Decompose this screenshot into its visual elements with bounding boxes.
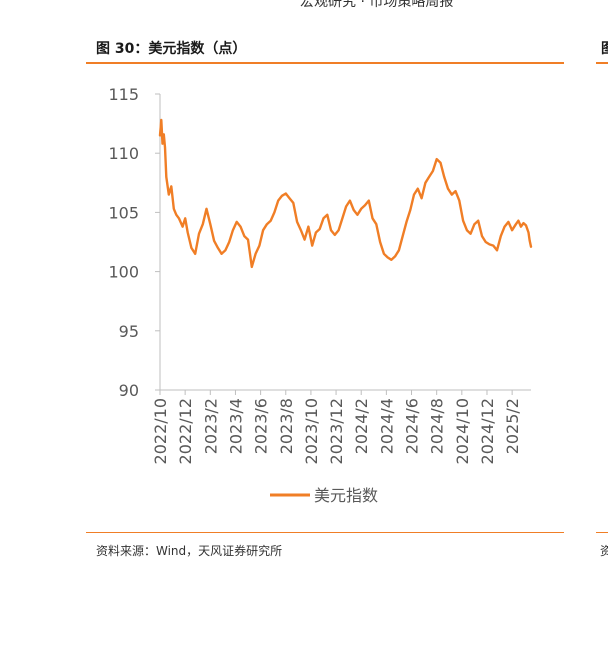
y-tick-label: 90 [119,381,139,400]
legend: 美元指数 [270,486,378,505]
series-group [158,118,533,269]
x-tick-label: 2023/4 [226,398,245,454]
next-source-fragment: 资 [600,544,608,558]
x-tick-label: 2023/6 [252,398,271,454]
source-note: 资料来源：Wind，天风证券研究所 [96,544,283,558]
y-tick-label: 100 [108,263,139,282]
next-title-divider [596,62,608,64]
next-source-divider [596,532,608,533]
x-tick-label: 2022/12 [176,398,195,464]
x-tick-label: 2024/12 [478,398,497,464]
x-tick-label: 2024/4 [377,398,396,454]
next-figure-title-fragment: 图 [601,38,608,58]
figure-title: 图 30：美元指数（点） [96,41,247,57]
x-tick-label: 2023/8 [277,398,296,454]
title-divider [86,62,564,64]
y-tick-label: 95 [119,322,139,341]
y-tick-label: 110 [108,144,139,163]
x-tick-label: 2024/6 [403,398,422,454]
y-tick-label: 115 [108,85,139,104]
x-tick-label: 2024/2 [352,398,371,454]
legend-label-usd-index: 美元指数 [314,486,378,505]
x-tick-label: 2023/12 [327,398,346,464]
x-tick-label: 2024/8 [428,398,447,454]
x-tick-label: 2022/10 [151,398,170,464]
x-tick-label: 2023/10 [302,398,321,464]
x-tick-label: 2024/10 [453,398,472,464]
x-axis: 2022/10 2022/12 2023/2 2023/4 2023/6 2023/8 20… [151,389,531,464]
x-tick-label: 2023/2 [201,398,220,454]
page-header-fragment: 宏观研究 · 市场策略周报 [300,0,454,10]
source-divider [86,532,564,533]
y-axis: 90 95 100 105 110 115 [108,85,161,400]
series-line-usd-index [158,118,533,269]
x-tick-label: 2025/2 [503,398,522,454]
y-tick-label: 105 [108,203,139,222]
